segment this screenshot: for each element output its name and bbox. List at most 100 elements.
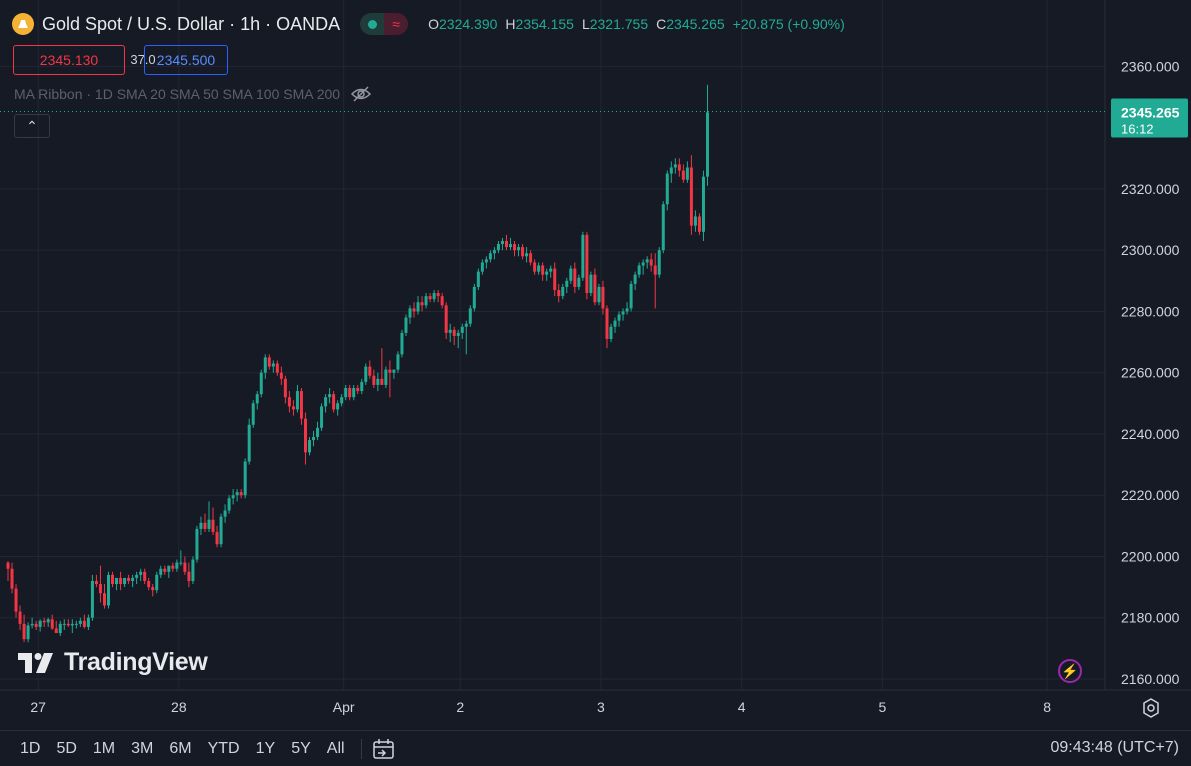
candle-body xyxy=(545,271,549,275)
lightning-icon[interactable]: ⚡ xyxy=(1058,659,1082,683)
candle-body xyxy=(332,394,336,410)
candle xyxy=(42,617,46,627)
sell-price-button[interactable]: 2345.130 xyxy=(13,45,125,75)
market-status-pill[interactable]: ≈ xyxy=(360,13,409,35)
candle xyxy=(581,231,585,281)
candle-body xyxy=(480,262,484,272)
candle xyxy=(275,360,279,376)
candle xyxy=(605,305,609,349)
candle-body xyxy=(102,593,106,606)
candle-body xyxy=(400,332,404,355)
y-tick-label: 2280.000 xyxy=(1121,303,1180,319)
candle-body xyxy=(376,378,380,385)
collapse-legend-button[interactable]: ⌃ xyxy=(14,114,50,138)
candle xyxy=(247,418,251,465)
candle-body xyxy=(569,268,573,281)
settings-gear-icon[interactable] xyxy=(1140,697,1162,719)
symbol-title[interactable]: Gold Spot / U.S. Dollar · 1h · OANDA xyxy=(42,13,341,34)
candle xyxy=(191,556,195,585)
candle-body xyxy=(629,283,633,309)
candle xyxy=(50,614,54,630)
tradingview-watermark[interactable]: TradingView xyxy=(18,648,208,677)
candle xyxy=(235,489,239,502)
candle xyxy=(589,271,593,297)
range-6m-button[interactable]: 6M xyxy=(169,739,192,757)
candle xyxy=(625,302,629,315)
gold-coin-icon[interactable] xyxy=(12,13,34,35)
range-5y-button[interactable]: 5Y xyxy=(291,739,311,757)
candle xyxy=(324,394,328,413)
candle-body xyxy=(70,623,74,626)
range-1y-button[interactable]: 1Y xyxy=(255,739,276,757)
range-ytd-button[interactable]: YTD xyxy=(207,739,240,757)
toolbar-divider xyxy=(360,738,362,759)
candle xyxy=(529,250,533,266)
candle-body xyxy=(231,495,235,499)
candle xyxy=(223,504,227,523)
candle-body xyxy=(416,302,420,312)
candle-body xyxy=(163,568,167,572)
candle xyxy=(340,394,344,407)
candle-body xyxy=(143,571,147,581)
candle-body xyxy=(42,620,46,623)
eye-hidden-icon[interactable] xyxy=(350,86,372,102)
candle xyxy=(159,565,163,578)
timezone-clock[interactable]: 09:43:48 (UTC+7) xyxy=(1050,739,1179,756)
candle-body xyxy=(420,302,424,306)
ohlc-value: 2345.265 xyxy=(666,16,725,32)
candle xyxy=(94,574,98,588)
candle xyxy=(504,234,508,251)
candle xyxy=(480,259,484,275)
candle xyxy=(428,293,432,303)
candle xyxy=(617,311,621,327)
candle-body xyxy=(147,580,151,588)
candle xyxy=(432,289,436,303)
candle-body xyxy=(573,268,577,287)
candle xyxy=(10,562,14,594)
candle-body xyxy=(697,216,701,232)
candle-body xyxy=(14,588,18,612)
candle-body xyxy=(98,584,102,594)
spread-value: 37.0 xyxy=(130,51,156,67)
range-1d-button[interactable]: 1D xyxy=(20,739,41,757)
candle xyxy=(348,384,352,401)
candle xyxy=(34,620,38,630)
candle xyxy=(102,584,106,609)
candle-body xyxy=(320,406,324,428)
candle-body xyxy=(74,623,78,625)
candle-body xyxy=(211,519,215,532)
candle xyxy=(541,262,545,281)
candle xyxy=(368,360,372,379)
range-3m-button[interactable]: 3M xyxy=(131,739,154,757)
candle xyxy=(107,571,110,609)
candle-body xyxy=(408,308,412,318)
candle-body xyxy=(191,559,195,581)
candle xyxy=(697,213,701,235)
range-1m-button[interactable]: 1M xyxy=(92,739,116,757)
candle xyxy=(533,259,537,275)
candle-body xyxy=(283,378,287,398)
watermark-text: TradingView xyxy=(64,648,208,676)
candle xyxy=(517,244,521,257)
candle-body xyxy=(10,568,14,589)
candle-body xyxy=(243,461,247,496)
candle-body xyxy=(380,378,384,385)
calendar-goto-icon[interactable] xyxy=(372,738,396,760)
range-all-button[interactable]: All xyxy=(326,739,345,757)
buy-price-button[interactable]: 2345.500 xyxy=(144,45,228,75)
candle-body xyxy=(597,286,601,303)
candle xyxy=(613,317,617,333)
range-5d-button[interactable]: 5D xyxy=(56,739,77,757)
indicator-legend[interactable]: MA Ribbon · 1D SMA 20 SMA 50 SMA 100 SMA… xyxy=(14,86,372,102)
candle-body xyxy=(139,571,143,575)
candle-body xyxy=(171,565,175,569)
candle-body xyxy=(613,320,617,327)
candle-body xyxy=(577,277,581,287)
price-chart[interactable]: 2160.000 2180.000 2200.000 2220.000 2240.000… xyxy=(0,0,1191,730)
candle xyxy=(179,550,183,566)
candle-body xyxy=(404,317,408,333)
candle xyxy=(573,262,577,294)
candle xyxy=(279,366,283,385)
candle-body xyxy=(452,329,456,336)
candle xyxy=(525,247,529,263)
